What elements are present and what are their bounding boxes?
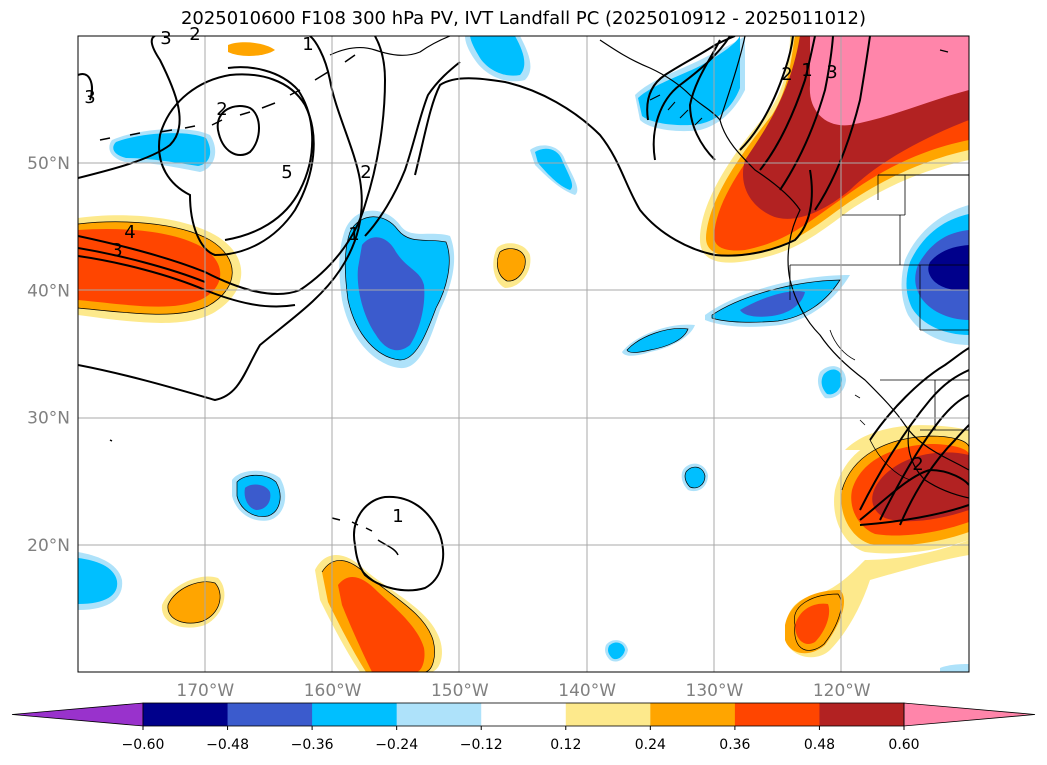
- pv-contour-label: 3: [160, 28, 171, 49]
- colorbar-tick-label: 0.36: [719, 737, 750, 753]
- longitude-labels: 170°W 160°W 150°W 140°W 130°W 120°W: [176, 681, 870, 701]
- map-title: 2025010600 F108 300 hPa PV, IVT Landfall…: [180, 8, 867, 29]
- colorbar-segment: [650, 703, 736, 726]
- pv-contour-label: 4: [124, 222, 135, 243]
- pv-contour: [739, 36, 794, 151]
- pv-contour: [353, 495, 445, 592]
- colorbar-segment: [481, 703, 567, 726]
- pv-contour: [899, 424, 969, 526]
- pv-contour: [78, 36, 181, 179]
- pv-contour-label: 2: [912, 454, 923, 475]
- colorbar-tick-label: −0.24: [375, 737, 418, 753]
- longitude-label: 130°W: [686, 681, 744, 701]
- colorbar-tick-label: −0.36: [291, 737, 334, 753]
- colorbar-tick-label: 0.24: [635, 737, 666, 753]
- pv-contour: [779, 36, 834, 191]
- latitude-label: 20°N: [27, 536, 70, 556]
- pv-contour-label: 5: [281, 162, 292, 183]
- pv-contour: [814, 36, 871, 211]
- longitude-label: 170°W: [176, 681, 234, 701]
- pv-contour: [364, 61, 461, 237]
- pv-contour-label: 3: [84, 87, 95, 108]
- pv-contour-label: 2: [189, 24, 200, 45]
- colorbar-tick-label: 0.48: [804, 737, 835, 753]
- coastline-north-america: [719, 36, 969, 471]
- colorbar-segment: [396, 703, 482, 726]
- latitude-label: 30°N: [27, 409, 70, 429]
- pv-contour: [859, 468, 969, 521]
- colorbar-segment: [565, 703, 651, 726]
- pv-contour-label: 2: [360, 162, 371, 183]
- shading-outlines: [78, 216, 969, 672]
- pv-contour: [759, 36, 816, 171]
- colorbar-tick-label: −0.12: [460, 737, 503, 753]
- pv-contour-label: 1: [392, 506, 403, 527]
- pv-contour-label: 3: [826, 62, 837, 83]
- colorbar-segment: [227, 703, 313, 726]
- map-frame: [77, 35, 970, 673]
- positive-anomaly-regions: [78, 36, 969, 672]
- colorbar: −0.60 −0.48 −0.36 −0.24 −0.12 0.12 0.24 0.36 0.4…: [11, 702, 1036, 753]
- pv-contour-label: 1: [302, 34, 313, 55]
- longitude-label: 150°W: [431, 681, 489, 701]
- pv-contour: [688, 39, 721, 161]
- coastlines: [99, 36, 969, 556]
- pv-contour-label: 2: [781, 64, 792, 85]
- pv-contour: [78, 36, 387, 295]
- pv-contour: [414, 77, 813, 257]
- latitude-label: 50°N: [27, 154, 70, 174]
- colorbar-segment: [143, 703, 229, 726]
- pv-contour-label: 2: [216, 99, 227, 120]
- colorbar-segment: [819, 703, 905, 726]
- longitude-label: 120°W: [813, 681, 871, 701]
- pv-contour-label: 3: [111, 240, 122, 261]
- pv-contour: [216, 105, 260, 157]
- pv-contour: [652, 36, 731, 161]
- colorbar-extend-low: [11, 702, 144, 727]
- pv-contour: [859, 504, 969, 526]
- pv-contour-label: 1: [348, 224, 359, 245]
- latitude-labels: 50°N 40°N 30°N 20°N: [27, 154, 70, 556]
- latitude-label: 40°N: [27, 281, 70, 301]
- pv-contour-label: 1: [801, 60, 812, 81]
- pv-contour: [78, 73, 93, 101]
- pv-contour: [224, 66, 314, 241]
- colorbar-outline: [142, 702, 905, 727]
- colorbar-tick-label: −0.48: [206, 737, 249, 753]
- pv-contour: [859, 369, 969, 511]
- longitude-label: 160°W: [304, 681, 362, 701]
- colorbar-tick-label: 0.60: [888, 737, 919, 753]
- colorbar-segment: [734, 703, 820, 726]
- colorbar-segment: [312, 703, 398, 726]
- pv-contour: [78, 247, 206, 283]
- colorbar-tick-label: −0.60: [122, 737, 165, 753]
- negative-anomaly-regions: [78, 36, 969, 672]
- gridlines: [78, 36, 969, 672]
- longitude-label: 140°W: [558, 681, 616, 701]
- colorbar-extend-high: [903, 702, 1036, 727]
- colorbar-tick-label: 0.12: [550, 737, 581, 753]
- pv-contour: [869, 347, 969, 441]
